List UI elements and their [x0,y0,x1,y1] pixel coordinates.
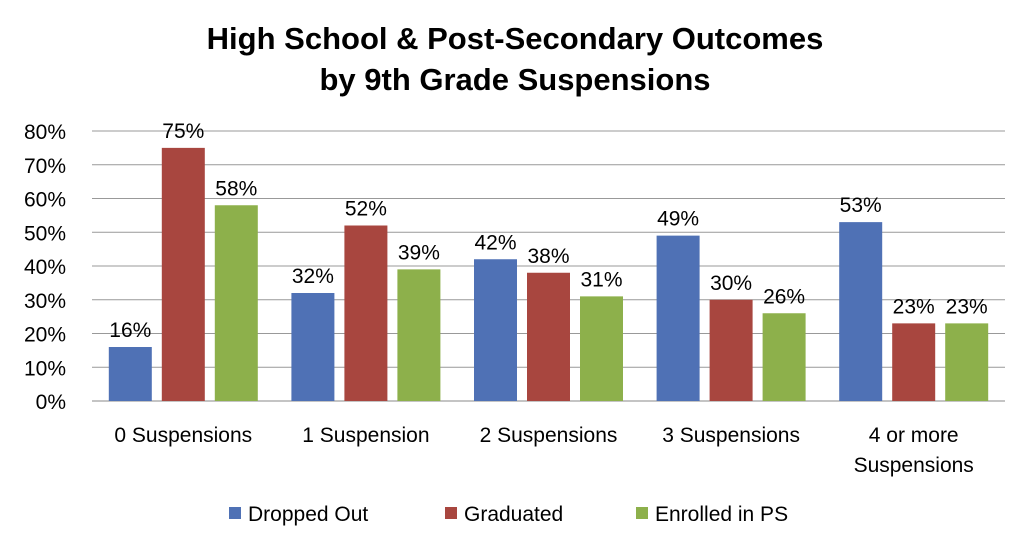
data-label: 52% [345,198,387,221]
y-tick-label: 30% [24,290,66,313]
bar [344,225,388,401]
data-labels: 16% 75% 58% 32% 52% 39% 42% 38% 31% 49% 30% 26% 53% 2… [109,120,987,342]
data-label: 31% [580,268,622,291]
data-label: 30% [710,272,752,295]
y-tick-label: 60% [24,189,66,212]
bar [527,272,570,401]
y-tick-label: 50% [24,222,66,245]
y-tick-label: 0% [36,391,66,414]
category-label: 2 Suspensions [480,424,618,447]
data-label: 32% [292,265,334,288]
data-label: 49% [657,208,699,231]
bar [762,313,806,401]
bar [945,323,989,401]
data-label: 38% [527,245,569,268]
bar [839,222,883,401]
category-label: Suspensions [854,454,974,477]
data-label: 16% [109,319,151,342]
legend-swatch [229,507,241,519]
y-tick-label: 80% [24,121,66,144]
legend-label: Graduated [464,503,563,526]
bars [108,147,989,401]
data-label: 53% [840,194,882,217]
chart-title-line-1: High School & Post-Secondary Outcomes [207,21,824,56]
category-label: 4 or more [869,424,959,447]
legend-swatch [445,507,457,519]
bar [892,323,936,401]
category-label: 1 Suspension [302,424,429,447]
bar [709,299,753,401]
legend-swatch [636,507,648,519]
data-label: 42% [474,231,516,254]
bar [161,147,205,401]
y-tick-label: 70% [24,155,66,178]
y-tick-label: 10% [24,357,66,380]
y-axis-ticks: 0% 10% 20% 30% 40% 50% 60% 70% 80% [24,121,66,414]
data-label: 23% [946,295,988,318]
category-label: 3 Suspensions [662,424,800,447]
legend: Dropped Out Graduated Enrolled in PS [229,503,788,526]
category-label: 0 Suspensions [114,424,252,447]
data-label: 23% [893,295,935,318]
bar [214,205,258,401]
chart-title-line-2: by 9th Grade Suspensions [319,62,710,97]
bar [108,347,152,401]
y-tick-label: 20% [24,324,66,347]
data-label: 75% [162,120,204,143]
data-label: 58% [215,177,257,200]
legend-label: Enrolled in PS [655,503,788,526]
bar [291,293,335,401]
data-label: 26% [763,285,805,308]
bar [580,296,623,401]
bar [656,235,700,401]
data-label: 39% [398,241,440,264]
bar [397,269,441,401]
x-axis-categories: 0 Suspensions 1 Suspension 2 Suspensions 3 … [114,424,973,477]
legend-label: Dropped Out [248,503,368,526]
bar [474,259,517,401]
y-tick-label: 40% [24,256,66,279]
